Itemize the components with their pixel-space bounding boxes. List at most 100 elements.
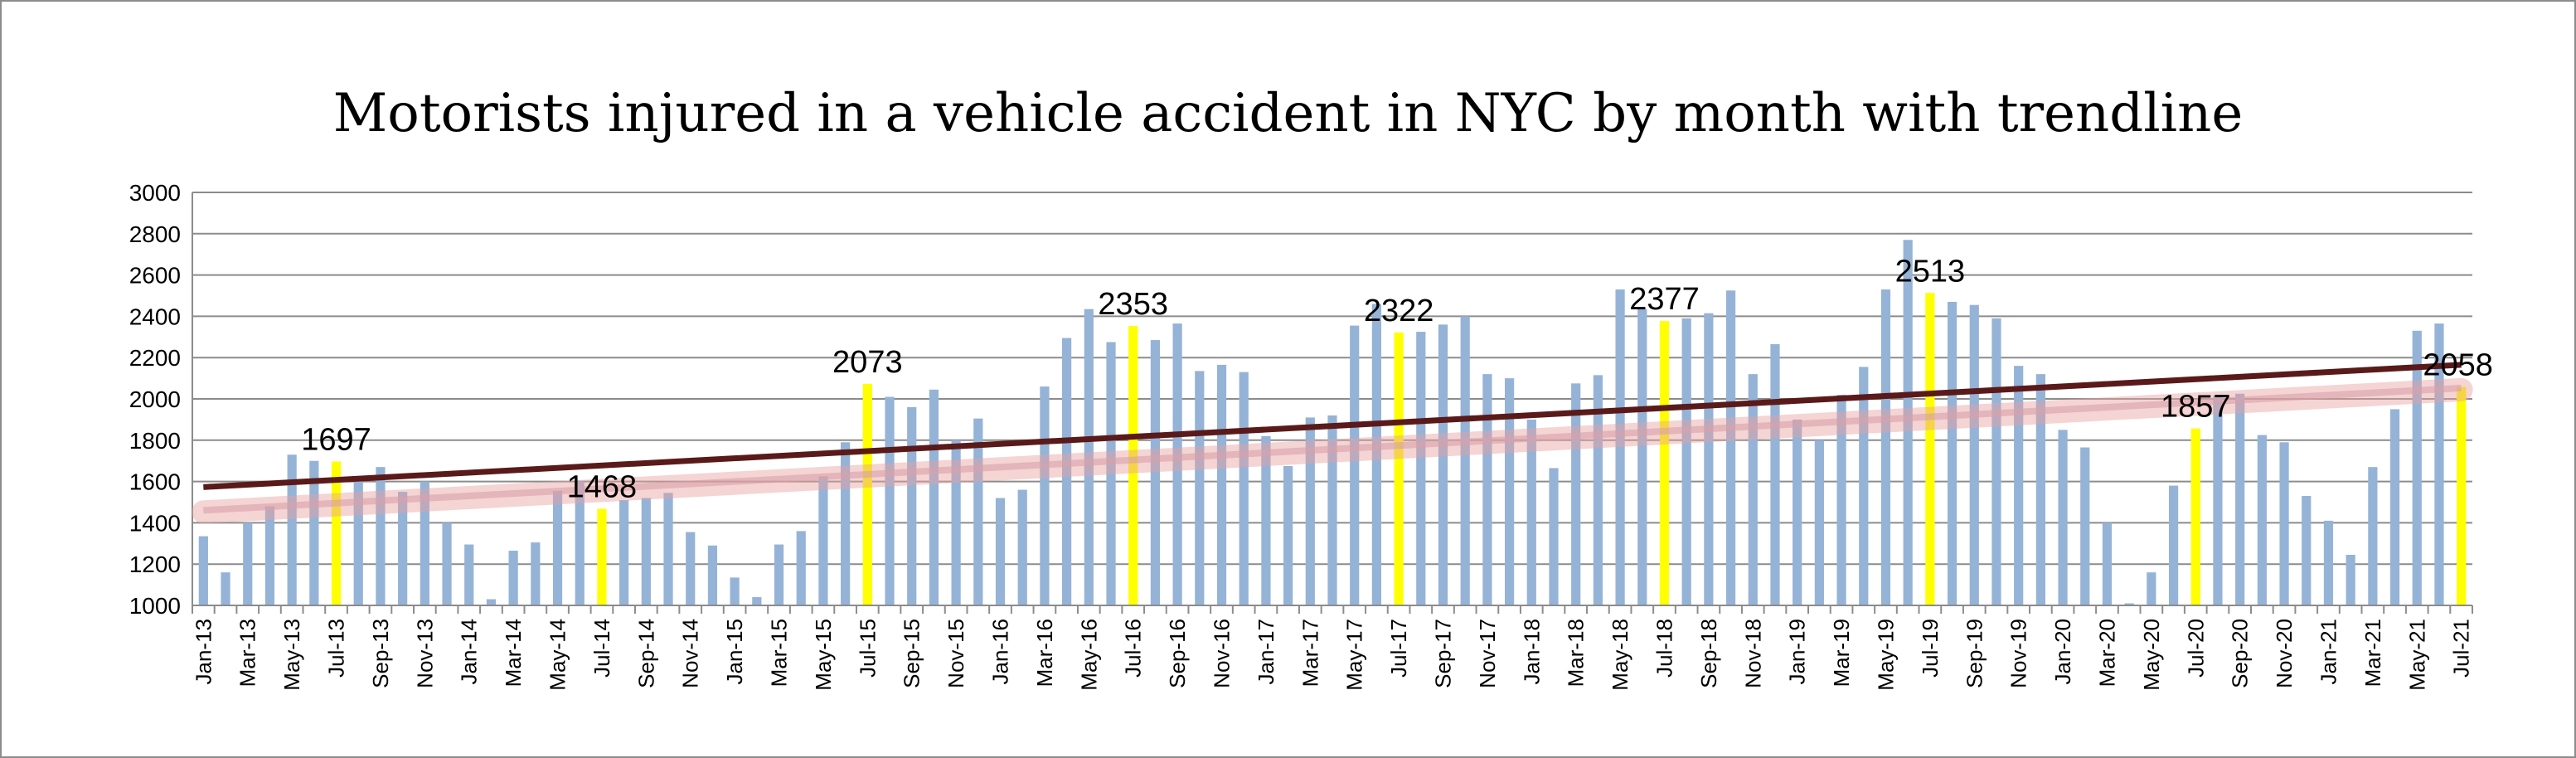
y-tick-label: 1400 <box>129 510 181 536</box>
x-tick-label: Nov-17 <box>1475 619 1500 688</box>
bar <box>796 531 806 605</box>
x-tick-label: Nov-14 <box>678 619 703 688</box>
bar <box>752 597 762 605</box>
x-tick-label: Sep-18 <box>1696 619 1721 688</box>
bar <box>2368 467 2378 605</box>
x-tick-label: Jan-21 <box>2316 619 2341 685</box>
x-tick-label: Jul-19 <box>1918 619 1943 678</box>
x-tick-label: Sep-14 <box>633 619 658 688</box>
bar <box>331 461 342 605</box>
bar <box>2168 485 2179 605</box>
bar <box>1991 318 2001 605</box>
bar <box>2147 572 2156 605</box>
y-tick-label: 1000 <box>129 593 181 619</box>
bar <box>1549 468 1559 605</box>
bar <box>1925 293 1935 605</box>
bar <box>1903 240 1913 605</box>
bar <box>1305 417 1315 605</box>
bar <box>2080 447 2090 605</box>
y-tick-label: 2600 <box>129 263 181 289</box>
x-tick-label: Jul-15 <box>855 619 880 678</box>
data-label: 1697 <box>301 422 371 457</box>
bar <box>1880 289 1891 605</box>
bar <box>619 500 629 605</box>
bar <box>885 396 895 605</box>
x-tick-label: Sep-13 <box>368 619 393 688</box>
x-tick-label: Mar-13 <box>235 619 260 687</box>
x-tick-label: May-21 <box>2404 619 2429 691</box>
data-label: 1857 <box>2161 390 2231 425</box>
bar <box>973 418 983 605</box>
bar <box>1371 304 1382 605</box>
x-tick-label: Jul-16 <box>1121 619 1146 678</box>
bar <box>1526 419 1536 605</box>
bar <box>1748 374 1758 605</box>
chart-title: Motorists injured in a vehicle accident … <box>332 83 2244 144</box>
bar <box>2389 409 2400 605</box>
bar <box>531 542 541 605</box>
bar <box>2235 393 2245 605</box>
bar <box>1150 340 1161 605</box>
y-tick-label: 3000 <box>129 180 181 206</box>
data-label: 2513 <box>1895 254 1966 289</box>
data-label: 2073 <box>832 345 903 380</box>
bar <box>1062 338 1072 605</box>
x-tick-label: Jul-18 <box>1652 619 1676 678</box>
x-tick-label: Nov-20 <box>2272 619 2297 688</box>
bar <box>2190 428 2200 605</box>
x-tick-label: Sep-17 <box>1430 619 1455 688</box>
bar <box>552 490 563 605</box>
bar <box>353 479 363 605</box>
x-tick-label: Jan-19 <box>1785 619 1810 685</box>
x-tick-label: May-16 <box>1076 619 1101 691</box>
x-tick-label: Nov-19 <box>2006 619 2031 688</box>
bar <box>2457 386 2467 605</box>
bar <box>464 544 474 605</box>
bar <box>2035 374 2045 605</box>
bar <box>641 498 651 605</box>
bar <box>818 476 828 605</box>
y-tick-label: 1600 <box>129 469 181 495</box>
bar <box>1460 316 1470 605</box>
bar <box>2014 366 2024 605</box>
bar <box>2102 522 2113 605</box>
x-tick-label: May-20 <box>2139 619 2164 691</box>
bar <box>508 551 518 605</box>
x-tick-label: Nov-13 <box>412 619 437 688</box>
bar <box>707 545 718 605</box>
bar <box>486 599 497 605</box>
x-tick-label: Jul-13 <box>324 619 349 678</box>
bar <box>2257 435 2267 605</box>
bar <box>1615 289 1625 605</box>
bar <box>907 406 917 605</box>
x-tick-label: Jul-21 <box>2449 619 2474 678</box>
y-tick-label: 2400 <box>129 304 181 329</box>
bar <box>1172 323 1182 605</box>
bar <box>1814 440 1824 605</box>
bar <box>2058 430 2068 605</box>
bar <box>2302 496 2312 605</box>
x-tick-label: Jan-13 <box>191 619 216 685</box>
bar <box>862 383 872 605</box>
x-tick-label: Jul-20 <box>2183 619 2208 678</box>
bar <box>2323 520 2334 605</box>
x-tick-label: May-17 <box>1342 619 1367 691</box>
y-tick-label: 2200 <box>129 345 181 371</box>
bar <box>398 492 408 605</box>
bar <box>774 544 784 605</box>
x-tick-label: Jul-17 <box>1386 619 1411 678</box>
bar <box>420 481 429 605</box>
bar <box>1216 364 1227 605</box>
x-tick-label: Sep-16 <box>1165 619 1190 688</box>
bar <box>1637 309 1647 605</box>
bar <box>1128 326 1138 605</box>
x-tick-label: Mar-21 <box>2360 619 2385 687</box>
y-tick-label: 2800 <box>129 221 181 247</box>
bar <box>841 442 851 605</box>
bar <box>2279 442 2289 605</box>
bar <box>376 467 386 605</box>
x-tick-label: Mar-17 <box>1298 619 1322 687</box>
x-tick-label: Mar-16 <box>1032 619 1057 687</box>
bar <box>1859 367 1869 605</box>
